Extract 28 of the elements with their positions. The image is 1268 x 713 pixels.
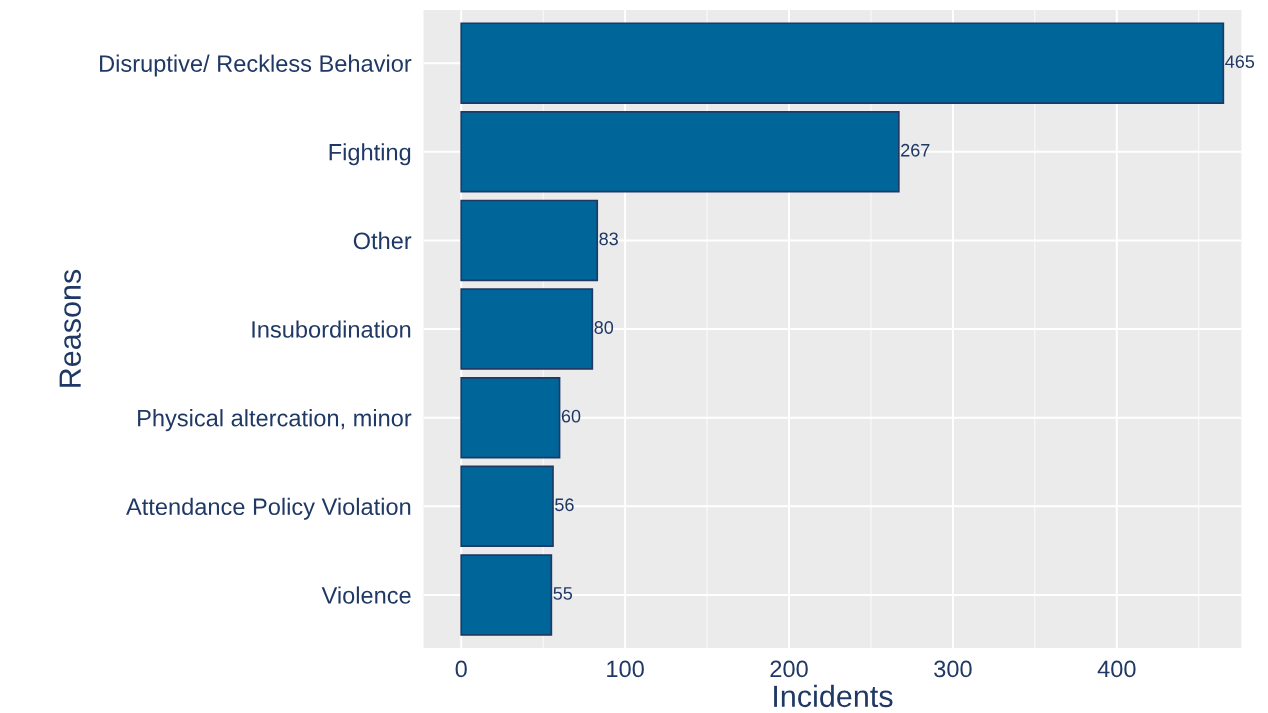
y-tick-label: Attendance Policy Violation xyxy=(126,497,411,520)
y-tick-label: Violence xyxy=(321,586,411,604)
x-tick-label: 0 xyxy=(455,660,467,678)
data-label: 465 xyxy=(1225,55,1255,69)
y-axis-title: Reasons xyxy=(59,269,81,387)
x-axis-title: Incidents xyxy=(774,684,893,708)
bar xyxy=(460,22,1225,104)
y-tick-label: Insubordination xyxy=(252,320,411,338)
x-tick-label: 200 xyxy=(770,660,808,678)
bar xyxy=(460,111,900,193)
bar xyxy=(460,465,554,548)
y-tick-label: Physical altercation, minor xyxy=(138,409,412,432)
y-tick-label: Fighting xyxy=(329,143,411,166)
data-label: 83 xyxy=(599,232,618,246)
data-label: 55 xyxy=(553,587,573,600)
bar xyxy=(460,288,594,370)
data-label: 60 xyxy=(561,409,581,423)
data-label: 267 xyxy=(901,143,930,157)
x-tick-label: 100 xyxy=(607,660,644,678)
data-label: 80 xyxy=(594,321,614,334)
bar xyxy=(460,376,561,459)
x-tick-label: 400 xyxy=(1097,660,1136,678)
data-label: 56 xyxy=(555,498,574,512)
y-tick-label: Other xyxy=(353,231,412,250)
x-tick-label: 300 xyxy=(934,660,972,678)
bar xyxy=(460,554,553,636)
bar xyxy=(460,199,599,282)
y-tick-label: Disruptive/ Reckless Behavior xyxy=(100,54,412,77)
